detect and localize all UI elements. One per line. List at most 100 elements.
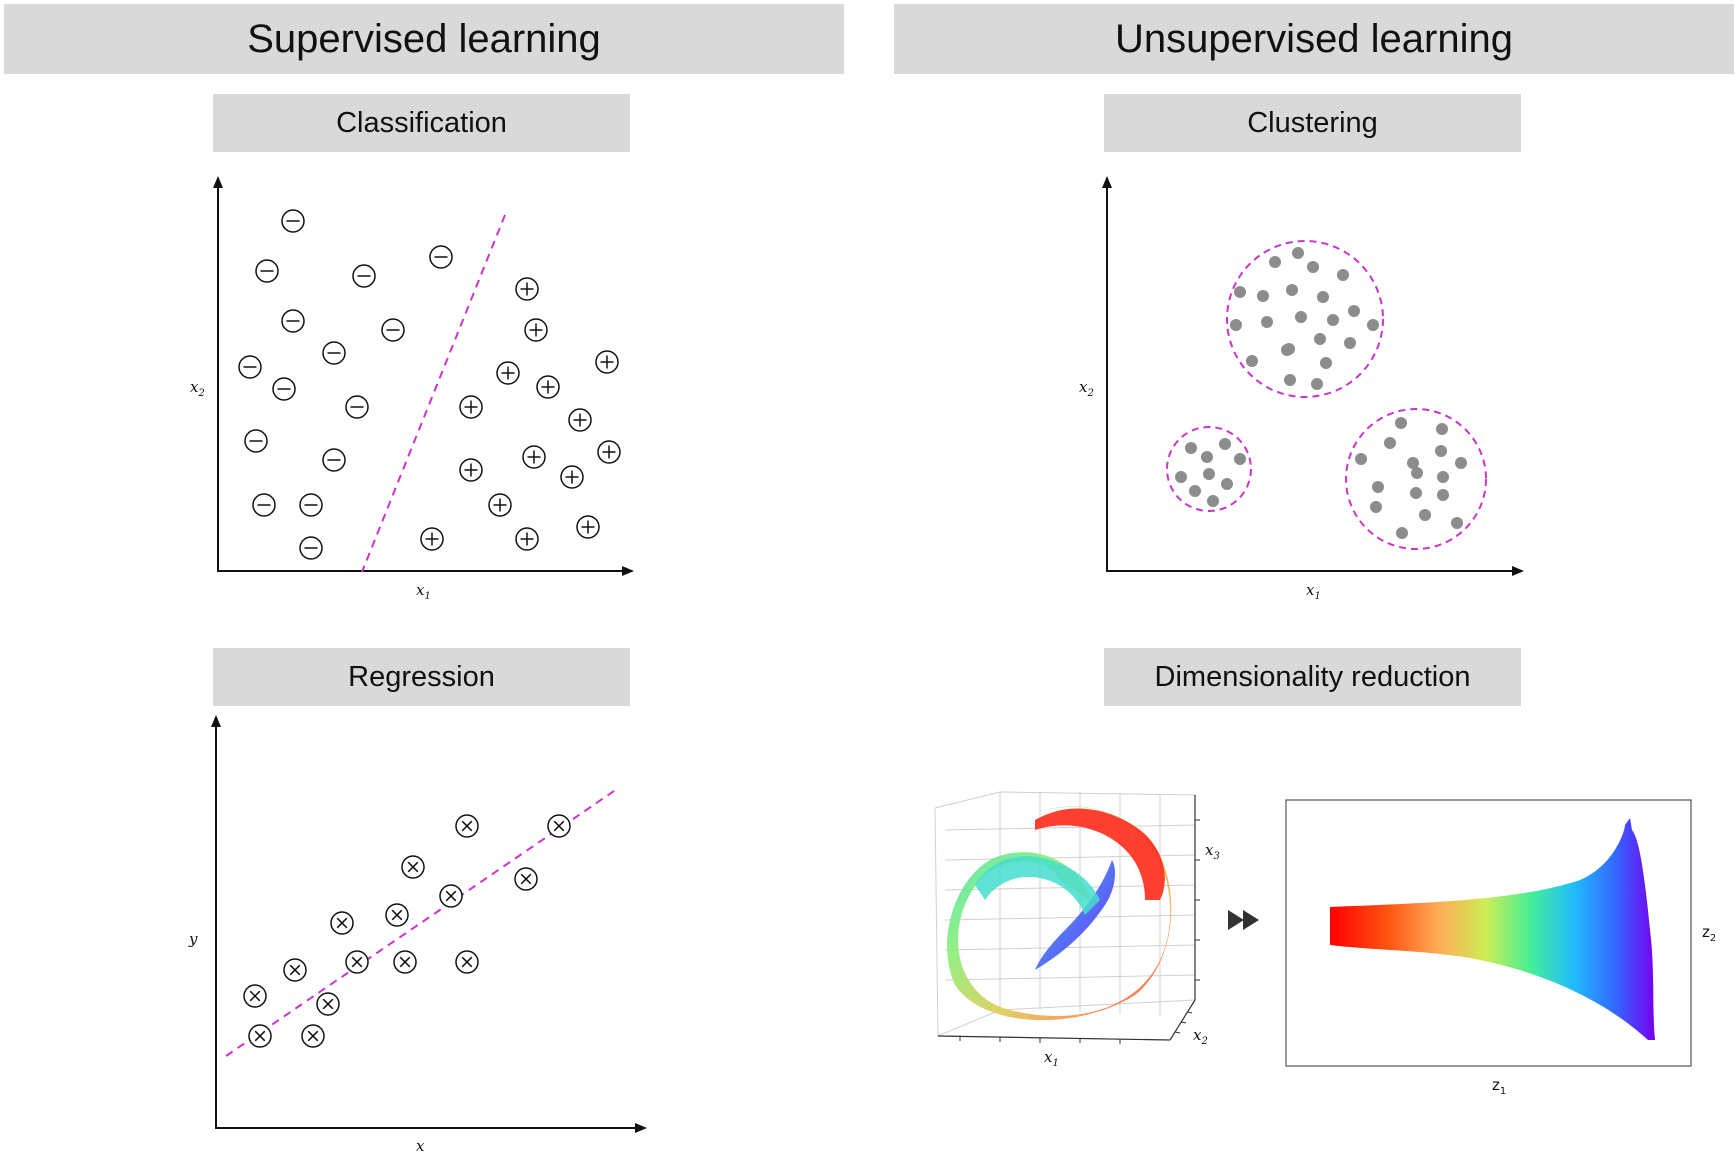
positive-point: [515, 277, 539, 301]
negative-point: [429, 245, 453, 269]
cluster-point: [1295, 311, 1307, 323]
cluster-point: [1203, 468, 1215, 480]
cluster-point: [1455, 457, 1467, 469]
cluster-point: [1410, 487, 1422, 499]
negative-point: [345, 395, 369, 419]
regression-title: Regression: [213, 648, 630, 706]
cluster-point: [1314, 333, 1326, 345]
regression-point: [439, 884, 463, 908]
regression-point: [248, 1024, 272, 1048]
cluster-point: [1230, 319, 1242, 331]
swiss-roll-x2-label: x2: [1193, 1026, 1208, 1047]
regression-point: [330, 911, 354, 935]
cluster-point: [1185, 442, 1197, 454]
positive-point: [597, 440, 621, 464]
classification-plot: x1 x2: [190, 176, 634, 602]
negative-point: [352, 264, 376, 288]
positive-point: [488, 493, 512, 517]
cluster-point: [1355, 453, 1367, 465]
cluster-1: [1226, 240, 1384, 398]
cluster-point: [1337, 269, 1349, 281]
cluster-point: [1283, 343, 1295, 355]
positive-point: [568, 408, 592, 432]
regression-x-label: x: [416, 1137, 425, 1155]
cluster-point: [1407, 457, 1419, 469]
cluster-point: [1207, 495, 1219, 507]
3d-axes: [937, 795, 1196, 1041]
clustering-title: Clustering: [1104, 94, 1521, 152]
cluster-point: [1221, 478, 1233, 490]
positive-point: [522, 445, 546, 469]
regression-plot: x y: [188, 715, 647, 1155]
positive-point: [560, 465, 584, 489]
negative-point: [281, 309, 305, 333]
cluster-point: [1436, 423, 1448, 435]
3d-ticks: [959, 819, 1200, 1044]
cluster-point: [1372, 481, 1384, 493]
swiss-roll-red-edge: [1035, 808, 1165, 900]
positive-point: [536, 375, 560, 399]
swiss-roll-outer-band: [947, 806, 1172, 1021]
cluster-3: [1345, 408, 1487, 550]
cluster-point: [1219, 438, 1231, 450]
negative-point: [322, 341, 346, 365]
cluster-point: [1367, 319, 1379, 331]
cluster-point: [1292, 247, 1304, 259]
negative-point: [252, 493, 276, 517]
negative-point: [272, 377, 296, 401]
cluster-point: [1370, 501, 1382, 513]
regression-point: [393, 950, 417, 974]
regression-y-label: y: [188, 930, 198, 948]
regression-point: [301, 1024, 325, 1048]
negative-point: [299, 536, 323, 560]
cluster-point: [1257, 290, 1269, 302]
cluster-point: [1395, 417, 1407, 429]
swiss-roll-teal-band: [975, 856, 1100, 915]
positive-point: [515, 527, 539, 551]
positive-point: [576, 515, 600, 539]
classification-decision-boundary: [361, 214, 506, 573]
classification-x-label: x1: [416, 581, 431, 602]
embedding-z2-label: z2: [1702, 923, 1716, 944]
regression-point: [455, 814, 479, 838]
cluster-point: [1327, 314, 1339, 326]
classification-y-label: x2: [190, 378, 205, 399]
fast-forward-icon: [1228, 910, 1259, 930]
unsupervised-learning-header: Unsupervised learning: [894, 4, 1734, 74]
cluster-point: [1246, 355, 1258, 367]
regression-point: [345, 950, 369, 974]
positive-point: [459, 458, 483, 482]
cluster-2: [1166, 426, 1252, 512]
negative-point: [255, 259, 279, 283]
positive-class-points: [420, 277, 621, 551]
cluster-point: [1435, 445, 1447, 457]
cluster-point: [1189, 485, 1201, 497]
regression-point: [283, 958, 307, 982]
cluster-point: [1437, 489, 1449, 501]
regression-point: [514, 867, 538, 891]
regression-point: [455, 950, 479, 974]
clusters: [1166, 240, 1487, 550]
regression-points: [243, 814, 571, 1048]
cluster-point: [1311, 378, 1323, 390]
clustering-x-label: x1: [1306, 581, 1321, 602]
clustering-y-label: x2: [1079, 378, 1094, 399]
cluster-point: [1348, 305, 1360, 317]
cluster-point: [1384, 437, 1396, 449]
cluster-point: [1234, 286, 1246, 298]
cluster-point: [1284, 374, 1296, 386]
regression-point: [243, 984, 267, 1008]
cluster-point: [1411, 467, 1423, 479]
regression-point: [316, 992, 340, 1016]
cluster-boundary: [1166, 426, 1252, 512]
negative-point: [238, 355, 262, 379]
negative-point: [322, 448, 346, 472]
dimensionality-reduction-title: Dimensionality reduction: [1104, 648, 1521, 706]
cluster-point: [1261, 316, 1273, 328]
cluster-point: [1437, 471, 1449, 483]
clustering-plot: x1 x2: [1079, 176, 1524, 602]
cluster-point: [1201, 451, 1213, 463]
cluster-point: [1175, 471, 1187, 483]
cluster-point: [1269, 256, 1281, 268]
swiss-roll-x1-label: x1: [1044, 1048, 1059, 1069]
